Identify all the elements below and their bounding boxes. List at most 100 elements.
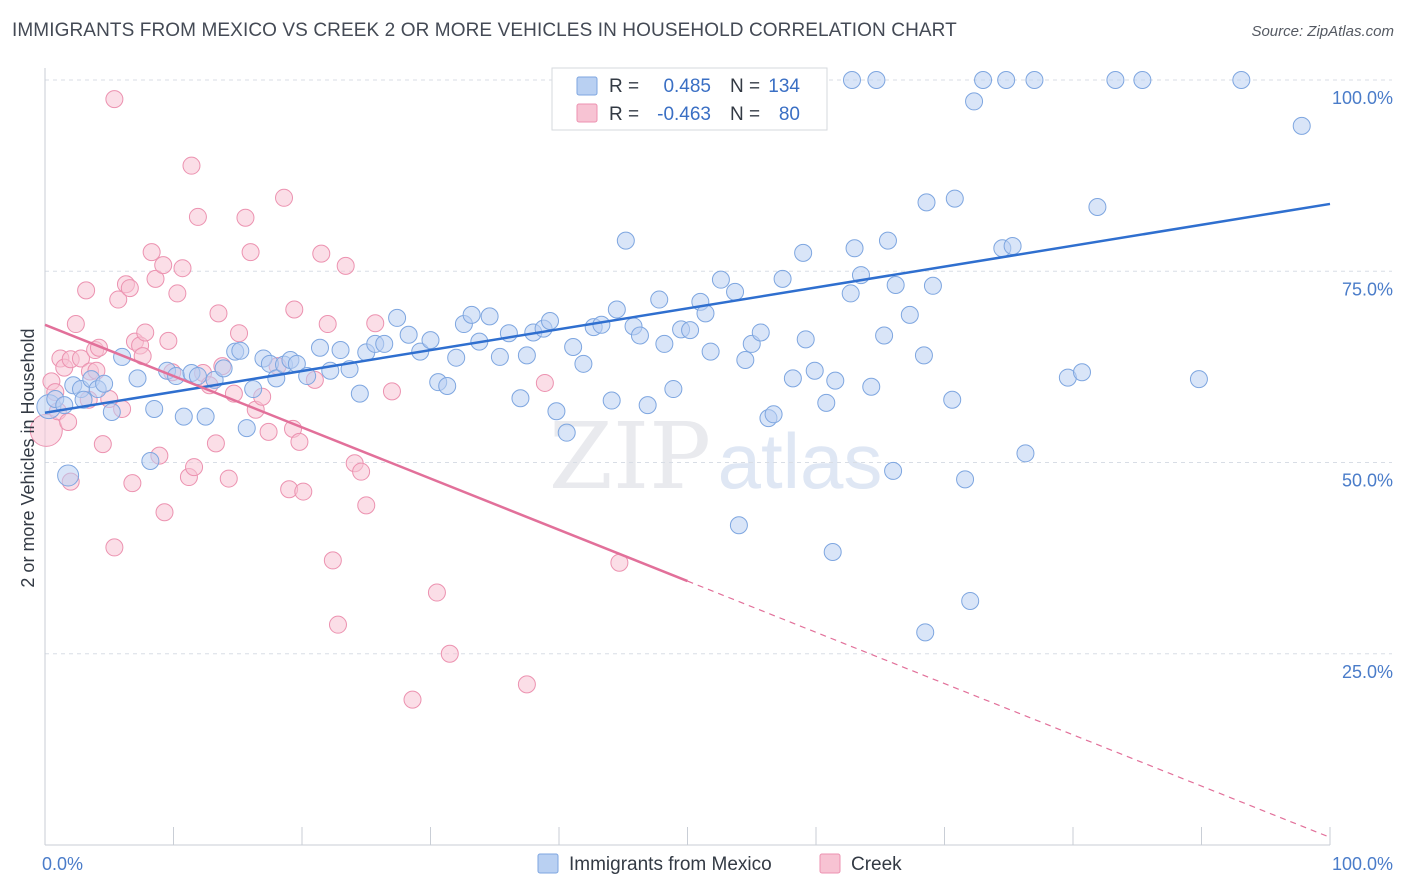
- mexico-point: [517, 346, 536, 365]
- watermark-atlas: atlas: [718, 417, 883, 505]
- mexico-point: [388, 308, 407, 327]
- legend-n-value-1: 134: [768, 76, 800, 97]
- mexico-point: [736, 350, 755, 369]
- mexico-point: [244, 380, 263, 399]
- mexico-point: [1189, 370, 1208, 389]
- mexico-point: [945, 189, 964, 208]
- x-tick-label: 0.0%: [42, 854, 83, 874]
- mexico-point: [1025, 71, 1044, 89]
- mexico-point: [862, 377, 881, 396]
- mexico-point: [965, 92, 984, 111]
- creek-point: [93, 435, 112, 454]
- y-tick-label: 50.0%: [1342, 471, 1393, 491]
- mexico-point: [421, 331, 440, 350]
- bottom-legend-swatch-mexico: [537, 853, 559, 874]
- mexico-point: [711, 270, 730, 289]
- mexico-point: [638, 396, 657, 415]
- legend-r-value-1: 0.485: [663, 76, 711, 97]
- creek-point: [123, 474, 142, 493]
- mexico-point: [237, 419, 256, 438]
- legend-box: [551, 67, 828, 131]
- mexico-point: [923, 276, 942, 295]
- mexico-point: [875, 326, 894, 345]
- mexico-point: [188, 367, 207, 386]
- creek-point: [323, 551, 342, 570]
- creek-point: [159, 331, 178, 350]
- mexico-point: [592, 315, 611, 334]
- creek-point: [318, 315, 337, 334]
- mexico-point: [842, 71, 861, 89]
- creek-trend-line-dashed: [687, 580, 1331, 838]
- mexico-point: [480, 307, 499, 326]
- creek-point: [173, 259, 192, 278]
- creek-point: [382, 382, 401, 401]
- creek-point: [206, 434, 225, 453]
- mexico-point: [607, 300, 626, 319]
- mexico-point: [1106, 71, 1125, 89]
- legend-r-label-2: R =: [609, 104, 639, 125]
- creek-point: [219, 469, 238, 488]
- mexico-trend-line: [44, 202, 1331, 415]
- mexico-point: [511, 389, 530, 408]
- mexico-point: [796, 330, 815, 349]
- creek-point: [77, 281, 96, 300]
- mexico-point: [141, 451, 160, 470]
- mexico-point: [783, 369, 802, 388]
- creek-point: [136, 323, 155, 342]
- mexico-point: [399, 325, 418, 344]
- mexico-point: [102, 403, 121, 422]
- mexico-point: [196, 407, 215, 426]
- mexico-point: [310, 338, 329, 357]
- mexico-point: [773, 269, 792, 288]
- legend-r-value-2: -0.463: [657, 104, 711, 125]
- bottom-legend-label-creek: Creek: [851, 854, 902, 875]
- mexico-point: [490, 347, 509, 366]
- mexico-point: [845, 239, 864, 258]
- creek-point: [366, 314, 385, 333]
- mexico-point: [331, 341, 350, 360]
- creek-point: [312, 244, 331, 263]
- mexico-point: [997, 71, 1016, 89]
- mexico-point: [145, 399, 164, 418]
- mexico-point: [751, 323, 770, 342]
- mexico-point: [729, 516, 748, 535]
- creek-point: [352, 462, 371, 481]
- mexico-point: [878, 231, 897, 250]
- y-tick-label: 25.0%: [1342, 662, 1393, 682]
- creek-point: [209, 304, 228, 323]
- creek-point: [517, 675, 536, 694]
- mexico-point: [95, 374, 114, 393]
- mexico-point: [462, 305, 481, 324]
- mexico-point: [823, 543, 842, 562]
- mexico-point: [655, 334, 674, 353]
- mexico-point: [900, 305, 919, 324]
- legend-n-label-2: N =: [730, 104, 760, 125]
- creek-point: [230, 324, 249, 343]
- mexico-point: [74, 390, 93, 409]
- mexico-point: [1072, 363, 1091, 382]
- creek-point: [71, 349, 90, 368]
- mexico-point: [1003, 237, 1022, 256]
- mexico-point: [447, 348, 466, 367]
- mexico-point: [841, 284, 860, 303]
- mexico-point: [826, 371, 845, 390]
- mexico-point: [805, 361, 824, 380]
- mexico-point: [564, 337, 583, 356]
- creek-point: [182, 156, 201, 175]
- mexico-point: [602, 391, 621, 410]
- legend-swatch-blue: [576, 76, 598, 96]
- creek-point: [188, 207, 207, 226]
- mexico-point: [1232, 71, 1251, 89]
- creek-point: [294, 482, 313, 501]
- mexico-point: [57, 464, 80, 487]
- mexico-point: [884, 461, 903, 480]
- creek-point: [120, 279, 139, 298]
- creek-point: [336, 256, 355, 275]
- mexico-point: [886, 276, 905, 295]
- creek-point: [275, 188, 294, 207]
- mexico-point: [630, 326, 649, 345]
- legend-n-value-2: 80: [779, 104, 800, 125]
- creek-point: [146, 269, 165, 288]
- grid-lines: [45, 79, 1392, 655]
